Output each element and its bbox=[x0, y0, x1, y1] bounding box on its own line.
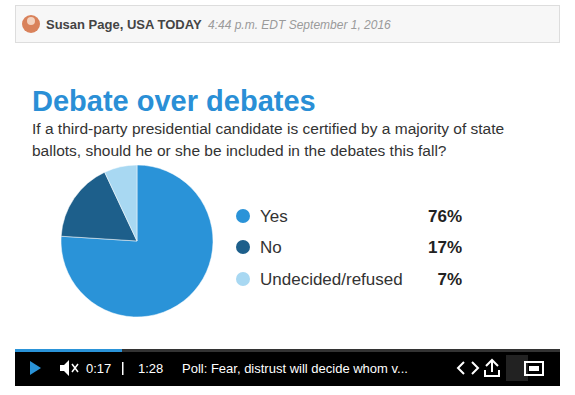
fullscreen-button[interactable] bbox=[525, 362, 543, 375]
duration: 1:28 bbox=[138, 361, 163, 376]
pie bbox=[61, 165, 213, 317]
legend-value: 7% bbox=[437, 270, 462, 289]
legend-label: Yes bbox=[260, 207, 288, 226]
chart-subtitle: If a third-party presidential candidate … bbox=[32, 120, 504, 159]
legend-swatch bbox=[236, 272, 250, 286]
time-separator bbox=[122, 362, 124, 375]
byline: Susan Page, USA TODAY bbox=[46, 17, 202, 32]
legend-swatch bbox=[236, 240, 250, 254]
video-caption: Poll: Fear, distrust will decide whom v.… bbox=[182, 361, 408, 376]
mute-button[interactable] bbox=[60, 360, 69, 376]
pie-slice bbox=[61, 165, 213, 317]
legend-label: No bbox=[260, 238, 282, 257]
legend: Yes 76% No 17% Undecided/refused 7% bbox=[236, 207, 462, 289]
avatar bbox=[22, 15, 40, 33]
video-bar: 0:17 1:28 Poll: Fear, distrust will decide… bbox=[15, 349, 560, 386]
header-box bbox=[16, 6, 560, 43]
embed-button[interactable] bbox=[458, 362, 478, 374]
current-time: 0:17 bbox=[86, 361, 111, 376]
progress-fill bbox=[15, 349, 122, 352]
share-button[interactable] bbox=[485, 360, 499, 376]
timestamp: 4:44 p.m. EDT September 1, 2016 bbox=[208, 18, 391, 32]
mute-x bbox=[72, 364, 78, 372]
progress-track bbox=[15, 349, 560, 352]
fullscreen-inner bbox=[529, 366, 539, 371]
chart-title: Debate over debates bbox=[32, 85, 316, 117]
play-button[interactable] bbox=[30, 361, 41, 375]
legend-value: 17% bbox=[428, 238, 462, 257]
pie-slice bbox=[105, 165, 137, 241]
page: Susan Page, USA TODAY 4:44 p.m. EDT Septe… bbox=[0, 0, 575, 395]
legend-value: 76% bbox=[428, 207, 462, 226]
legend-label: Undecided/refused bbox=[260, 270, 403, 289]
legend-swatch bbox=[236, 209, 250, 223]
video-bar-bg bbox=[15, 349, 560, 386]
avatar-face bbox=[27, 17, 35, 25]
subtitle-line: If a third-party presidential candidate … bbox=[32, 120, 504, 137]
subtitle-line: ballots, should he or she be included in… bbox=[32, 142, 447, 159]
background bbox=[0, 0, 575, 395]
